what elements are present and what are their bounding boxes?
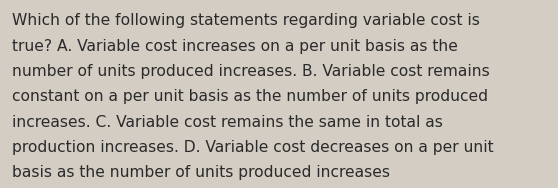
Text: constant on a per unit basis as the number of units produced: constant on a per unit basis as the numb… — [12, 89, 488, 104]
Text: number of units produced increases. B. Variable cost remains: number of units produced increases. B. V… — [12, 64, 490, 79]
Text: production increases. D. Variable cost decreases on a per unit: production increases. D. Variable cost d… — [12, 140, 494, 155]
Text: basis as the number of units produced increases: basis as the number of units produced in… — [12, 165, 390, 180]
Text: increases. C. Variable cost remains the same in total as: increases. C. Variable cost remains the … — [12, 115, 443, 130]
Text: true? A. Variable cost increases on a per unit basis as the: true? A. Variable cost increases on a pe… — [12, 39, 458, 54]
Text: Which of the following statements regarding variable cost is: Which of the following statements regard… — [12, 13, 480, 28]
